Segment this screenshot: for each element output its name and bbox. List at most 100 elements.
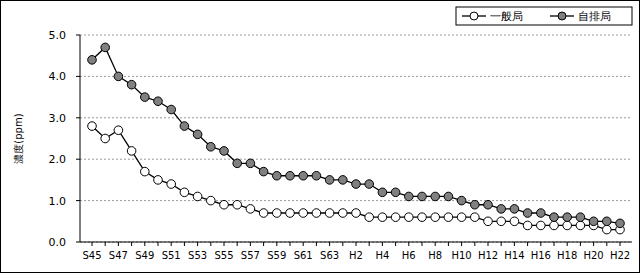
x-tick-label: S57 bbox=[241, 250, 260, 261]
y-tick bbox=[76, 242, 80, 243]
series-line bbox=[92, 47, 620, 223]
series-marker bbox=[444, 213, 453, 222]
series-marker bbox=[563, 221, 572, 230]
x-tick-label: H14 bbox=[504, 250, 524, 261]
y-tick-label: 4.0 bbox=[49, 70, 67, 83]
x-tick-label: H10 bbox=[451, 250, 471, 261]
series-marker bbox=[431, 213, 440, 222]
series-marker bbox=[418, 213, 427, 222]
series-marker bbox=[233, 159, 242, 168]
x-tick bbox=[224, 242, 225, 246]
series-marker bbox=[365, 213, 374, 222]
x-tick bbox=[369, 242, 370, 246]
series-marker bbox=[471, 213, 480, 222]
series-marker bbox=[180, 122, 189, 131]
y-tick-label: 1.0 bbox=[49, 195, 67, 208]
series-marker bbox=[325, 176, 334, 185]
x-tick bbox=[567, 242, 568, 246]
x-tick bbox=[527, 242, 528, 246]
series-marker bbox=[510, 217, 519, 226]
series-marker bbox=[444, 192, 453, 201]
x-tick bbox=[250, 242, 251, 246]
series-marker bbox=[405, 213, 414, 222]
y-tick-label: 5.0 bbox=[49, 29, 67, 42]
x-tick-label: S51 bbox=[162, 250, 181, 261]
series-marker bbox=[114, 72, 123, 81]
series-marker bbox=[537, 209, 546, 218]
series-marker bbox=[193, 192, 202, 201]
y-tick bbox=[76, 76, 80, 77]
series-marker bbox=[220, 147, 229, 156]
y-tick-label: 0.0 bbox=[49, 236, 67, 249]
series-marker bbox=[352, 209, 361, 218]
x-tick-label: S53 bbox=[188, 250, 207, 261]
y-tick bbox=[76, 200, 80, 201]
series-marker bbox=[550, 213, 559, 222]
series-marker bbox=[154, 97, 163, 106]
series-marker bbox=[339, 176, 348, 185]
plot-area bbox=[88, 43, 625, 234]
series-marker bbox=[603, 217, 612, 226]
series-marker bbox=[273, 209, 282, 218]
series-marker bbox=[589, 217, 598, 226]
x-tick bbox=[184, 242, 185, 246]
grid-line bbox=[80, 76, 632, 77]
series-marker bbox=[154, 176, 163, 185]
series-marker bbox=[286, 171, 295, 180]
x-tick bbox=[580, 242, 581, 246]
x-tick bbox=[237, 242, 238, 246]
x-tick bbox=[620, 242, 621, 246]
series-marker bbox=[101, 43, 110, 52]
x-tick-label: S59 bbox=[267, 250, 286, 261]
x-tick-label: H16 bbox=[531, 250, 551, 261]
series-marker bbox=[576, 221, 585, 230]
series-marker bbox=[497, 217, 506, 226]
x-tick bbox=[276, 242, 277, 246]
x-tick-label: S55 bbox=[214, 250, 233, 261]
y-tick-label: 2.0 bbox=[49, 153, 67, 166]
x-tick-label: H18 bbox=[557, 250, 577, 261]
series-marker bbox=[246, 205, 255, 214]
x-tick-label: H2 bbox=[349, 250, 363, 261]
x-tick-label: H8 bbox=[428, 250, 442, 261]
series-marker bbox=[114, 126, 123, 135]
y-axis-label: 濃度(ppm) bbox=[13, 113, 24, 163]
series-marker bbox=[457, 213, 466, 222]
y-tick-label: 3.0 bbox=[49, 112, 67, 125]
x-tick bbox=[501, 242, 502, 246]
series-marker bbox=[273, 171, 282, 180]
x-tick bbox=[329, 242, 330, 246]
series-marker bbox=[299, 209, 308, 218]
series-marker bbox=[246, 159, 255, 168]
y-axis bbox=[80, 35, 81, 242]
series-marker bbox=[312, 171, 321, 180]
grid-line bbox=[80, 159, 632, 160]
series-marker bbox=[141, 93, 150, 102]
series-marker bbox=[127, 80, 136, 89]
x-tick-label: H22 bbox=[610, 250, 630, 261]
x-tick-label: S47 bbox=[109, 250, 128, 261]
x-tick bbox=[554, 242, 555, 246]
x-tick bbox=[422, 242, 423, 246]
series-marker bbox=[550, 221, 559, 230]
x-tick bbox=[342, 242, 343, 246]
series-marker bbox=[510, 205, 519, 214]
x-tick bbox=[118, 242, 119, 246]
series-marker bbox=[616, 219, 625, 228]
series-marker bbox=[88, 56, 97, 65]
series-marker bbox=[180, 188, 189, 197]
series-marker bbox=[484, 217, 493, 226]
grid-line bbox=[80, 35, 632, 36]
series-marker bbox=[471, 200, 480, 209]
series-marker bbox=[537, 221, 546, 230]
series-marker bbox=[167, 105, 176, 114]
x-tick bbox=[382, 242, 383, 246]
x-tick bbox=[263, 242, 264, 246]
series-line bbox=[92, 126, 620, 230]
x-tick bbox=[210, 242, 211, 246]
series-marker bbox=[563, 213, 572, 222]
x-tick bbox=[92, 242, 93, 246]
series-marker bbox=[193, 130, 202, 139]
chart-frame bbox=[1, 1, 640, 273]
x-tick bbox=[488, 242, 489, 246]
